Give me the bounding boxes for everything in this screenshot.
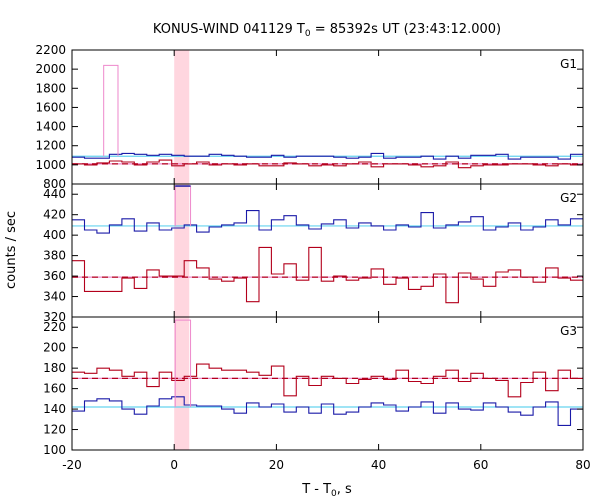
panel-frame (71, 183, 584, 318)
y-tick-label: 380 (43, 249, 66, 263)
y-tick-label: 100 (43, 443, 66, 457)
y-tick-label: 160 (43, 382, 66, 396)
y-tick-label: 340 (43, 290, 66, 304)
y-tick-label: 360 (43, 269, 66, 283)
panel-frame (71, 316, 584, 451)
spike-box (103, 64, 119, 157)
y-tick-label: 420 (43, 208, 66, 222)
panel-g1: 800 1000 1200 1400 1600 1800 2000 2200 G1 (35, 43, 584, 191)
spike-box (174, 319, 192, 408)
y-tick-label: 180 (43, 361, 66, 375)
y-tick-label: 220 (43, 320, 66, 334)
panel-g2: 320 340 360 380 400 420 440 G2 (43, 183, 584, 324)
x-tick-label: 40 (371, 458, 386, 472)
x-tick-label: 0 (170, 458, 178, 472)
y-tick-label: 320 (43, 310, 66, 324)
y-tick-label: 800 (43, 177, 66, 191)
panel-label-g2: G2 (560, 191, 577, 205)
y-axis-label: counts / sec (4, 211, 19, 289)
x-axis-label: T - T0, s (301, 482, 352, 499)
y-tick-label: 1200 (35, 139, 66, 153)
y-tick-label: 1000 (35, 158, 66, 172)
x-tick-label: 20 (269, 458, 284, 472)
blue-light-curve (72, 152, 583, 160)
chart-title: KONUS-WIND 041129 T0 = 85392s UT (23:43:… (153, 22, 501, 39)
y-tick-label: 400 (43, 228, 66, 242)
panel-g3: 100 120 140 160 180 200 220 G3 (43, 316, 584, 457)
red-light-curve (72, 159, 583, 169)
y-tick-label: 200 (43, 341, 66, 355)
x-tick-label: 80 (575, 458, 590, 472)
panel-label-g3: G3 (560, 324, 577, 338)
y-tick-label: 1800 (35, 81, 66, 95)
panel-label-g1: G1 (560, 57, 577, 71)
y-tick-label: 1600 (35, 100, 66, 114)
y-tick-label: 1400 (35, 120, 66, 134)
y-tick-label: 120 (43, 423, 66, 437)
blue-light-curve (72, 396, 583, 426)
y-tick-label: 2200 (35, 43, 66, 57)
x-tick-label: -20 (62, 458, 82, 472)
y-tick-label: 440 (43, 187, 66, 201)
highlight-interval (174, 50, 190, 450)
red-light-curve (72, 246, 583, 304)
plot-area: 8001000120014001600180020002200G13203403… (35, 43, 590, 472)
y-tick-label: 2000 (35, 62, 66, 76)
y-tick-label: 140 (43, 402, 66, 416)
red-light-curve (72, 363, 583, 398)
x-tick-label: 60 (473, 458, 488, 472)
blue-light-curve (72, 210, 583, 234)
